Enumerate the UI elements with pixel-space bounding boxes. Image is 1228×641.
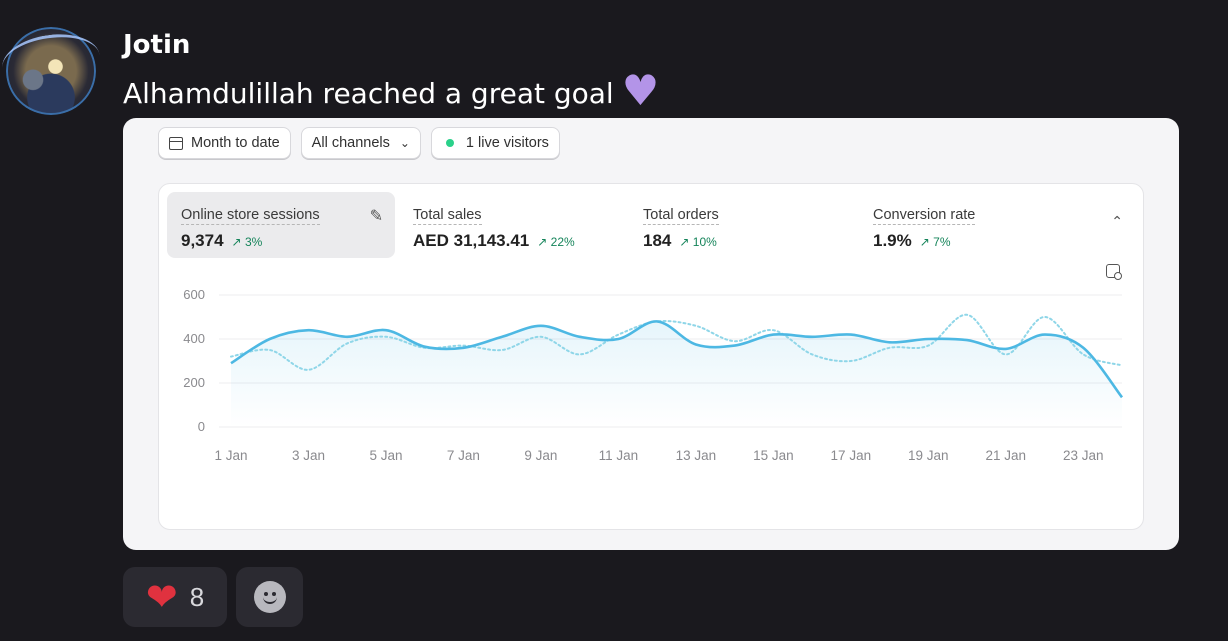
metric-sessions[interactable]: Online store sessions 9,374 ↗ 3% ✎ [167,192,395,258]
live-visitors-button[interactable]: 1 live visitors [430,127,560,159]
x-tick-label: 9 Jan [524,448,557,463]
x-tick-label: 13 Jan [676,448,717,463]
y-tick-label: 200 [183,375,205,390]
x-tick-label: 21 Jan [986,448,1027,463]
x-tick-label: 19 Jan [908,448,949,463]
pencil-icon[interactable]: ✎ [369,206,383,225]
x-tick-label: 1 Jan [214,448,247,463]
live-dot-icon [445,139,454,147]
x-tick-label: 5 Jan [369,448,402,463]
y-tick-label: 400 [183,331,205,346]
metric-change: ↗ 7% [919,235,951,249]
chevron-up-icon[interactable]: ⌃ [1111,214,1123,230]
metric-value: 1.9% [873,231,912,250]
message-body: Alhamdulillah reached a great goal [123,76,614,110]
metric-value: AED 31,143.41 [413,231,530,250]
reaction-count: 8 [189,581,205,612]
smiley-icon [253,581,286,613]
insights-icon[interactable] [1106,264,1122,280]
metric-label: Conversion rate [873,207,976,225]
series-line-sessions [230,320,1124,399]
purple-heart-icon: ♥ [621,66,660,115]
x-tick-label: 15 Jan [753,448,794,463]
message-text: Alhamdulillah reached a great goal ♥ [123,70,659,112]
date-range-button[interactable]: Month to date [158,127,291,159]
metric-conversion-rate[interactable]: Conversion rate 1.9% ↗ 7% [859,192,1087,258]
reactions-bar: ❤ 8 [123,567,303,627]
sessions-line-chart: 0 200 400 600 1 Jan 3 Jan 5 Jan 7 Jan 9 Jan 11 Ja… [183,287,1124,463]
date-range-label: Month to date [191,135,280,151]
metric-label: Online store sessions [181,207,320,225]
y-tick-label: 600 [183,287,205,302]
x-tick-label: 11 Jan [599,448,639,463]
x-tick-label: 7 Jan [447,448,480,463]
metric-label: Total orders [643,207,719,225]
metric-total-orders[interactable]: Total orders 184 ↗ 10% [629,192,857,258]
metric-value: 184 [643,231,672,250]
metric-change: ↗ 22% [537,235,575,249]
series-area-sessions [231,321,1122,427]
channels-dropdown[interactable]: All channels ⌄ [300,127,421,159]
channels-label: All channels [311,135,390,151]
message-author[interactable]: Jotin [123,30,191,60]
x-tick-label: 17 Jan [831,448,872,463]
live-visitors-label: 1 live visitors [465,135,549,151]
x-tick-label: 23 Jan [1063,448,1104,463]
chevron-down-icon: ⌄ [399,136,410,150]
attached-screenshot[interactable]: Month to date All channels ⌄ 1 live visi… [123,118,1179,550]
filter-bar: Month to date All channels ⌄ 1 live visi… [158,127,560,159]
analytics-panel: Online store sessions 9,374 ↗ 3% ✎ Total… [158,183,1144,530]
reaction-heart[interactable]: ❤ 8 [123,567,227,627]
series-line-comparison [230,313,1123,371]
metric-total-sales[interactable]: Total sales AED 31,143.41 ↗ 22% [399,192,627,258]
metric-change: ↗ 10% [679,235,717,249]
metric-value: 9,374 [181,231,224,250]
metric-label: Total sales [413,207,482,225]
metric-change: ↗ 3% [231,235,263,249]
avatar[interactable] [6,27,96,115]
add-reaction-button[interactable] [236,567,303,627]
red-heart-icon: ❤ [145,575,178,619]
x-tick-label: 3 Jan [292,448,325,463]
y-tick-label: 0 [198,419,205,434]
calendar-icon [169,136,183,150]
